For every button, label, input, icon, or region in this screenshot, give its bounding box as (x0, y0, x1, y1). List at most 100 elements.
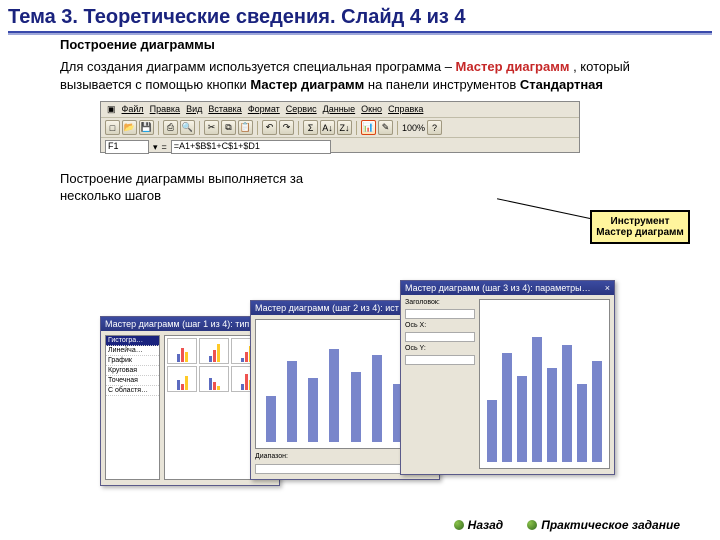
bold-term: Мастер диаграмм (250, 77, 364, 92)
separator (298, 121, 299, 135)
toolbar-screenshot: ▣ Файл Правка Вид Вставка Формат Сервис … (100, 101, 580, 153)
separator (257, 121, 258, 135)
chart-subtype-thumb[interactable] (199, 338, 229, 364)
slide-title: Тема 3. Теоретические сведения. Слайд 4 … (0, 0, 720, 31)
chart-type-list[interactable]: Гистогра… Линейча… График Круговая Точеч… (105, 335, 160, 480)
close-icon[interactable]: × (605, 283, 610, 293)
open-icon[interactable]: 📂 (122, 120, 137, 135)
formula-bar: F1 ▾ = =A1+$B$1+C$1+$D1 (101, 138, 579, 156)
preview-bar (577, 384, 587, 462)
preview-bar (487, 400, 497, 462)
nav-back-label: Назад (468, 518, 504, 532)
bullet-icon (454, 520, 464, 530)
preview-bar (287, 361, 297, 442)
para-text: на панели инструментов (368, 77, 520, 92)
chart-subtype-thumb[interactable] (199, 366, 229, 392)
opt-label: Ось Y: (405, 345, 475, 352)
preview-bar (592, 361, 602, 462)
separator (356, 121, 357, 135)
formula-input[interactable]: =A1+$B$1+C$1+$D1 (171, 140, 331, 154)
chart-subtype-thumb[interactable] (167, 366, 197, 392)
cut-icon[interactable]: ✂ (204, 120, 219, 135)
wizard-step3-window: Мастер диаграмм (шаг 3 из 4): параметры…… (400, 280, 615, 475)
fx-icon[interactable]: = (162, 142, 167, 152)
preview-bar (308, 378, 318, 442)
menu-item[interactable]: Данные (323, 104, 356, 115)
preview-bar (532, 337, 542, 462)
menu-item[interactable]: Сервис (286, 104, 317, 115)
menu-item[interactable]: Вставка (208, 104, 241, 115)
list-item[interactable]: Точечная (106, 376, 159, 386)
highlight-term: Мастер диаграмм (456, 59, 570, 74)
para-text: Для создания диаграмм используется специ… (60, 59, 456, 74)
bottom-nav: Назад Практическое задание (454, 518, 680, 532)
menu-item[interactable]: Правка (150, 104, 180, 115)
chart-wizard-icon[interactable]: 📊 (361, 120, 376, 135)
body-paragraph: Для создания диаграмм используется специ… (60, 58, 660, 93)
doc-icon: ▣ (107, 104, 116, 115)
menu-item[interactable]: Справка (388, 104, 423, 115)
nav-task-button[interactable]: Практическое задание (527, 519, 680, 532)
redo-icon[interactable]: ↷ (279, 120, 294, 135)
nav-task-label: Практическое задание (541, 519, 680, 532)
sort-asc-icon[interactable]: A↓ (320, 120, 335, 135)
wizard-title-text: Мастер диаграмм (шаг 3 из 4): параметры… (405, 283, 591, 293)
menu-item[interactable]: Файл (122, 104, 144, 115)
bullet-icon (527, 520, 537, 530)
chart-subtype-thumb[interactable] (167, 338, 197, 364)
drawing-icon[interactable]: ✎ (378, 120, 393, 135)
list-item[interactable]: Круговая (106, 366, 159, 376)
bold-term: Стандартная (520, 77, 603, 92)
wizard-titlebar: Мастер диаграмм (шаг 3 из 4): параметры…… (401, 281, 614, 295)
callout-box: Инструмент Мастер диаграмм (590, 210, 690, 244)
preview-icon[interactable]: 🔍 (180, 120, 195, 135)
opt-label: Заголовок: (405, 299, 475, 306)
subtext: Построение диаграммы выполняется за неск… (60, 171, 340, 205)
opt-label: Ось X: (405, 322, 475, 329)
help-icon[interactable]: ? (427, 120, 442, 135)
print-icon[interactable]: ⎙ (163, 120, 178, 135)
section-heading: Построение диаграммы (60, 37, 660, 52)
new-icon[interactable]: □ (105, 120, 120, 135)
menu-item[interactable]: Формат (248, 104, 280, 115)
undo-icon[interactable]: ↶ (262, 120, 277, 135)
dropdown-icon[interactable]: ▾ (153, 142, 158, 153)
title-underline (8, 31, 712, 33)
menu-item[interactable]: Вид (186, 104, 202, 115)
chart-preview (479, 299, 610, 469)
preview-bar (517, 376, 527, 462)
preview-bar (502, 353, 512, 462)
preview-bar (562, 345, 572, 462)
zoom-value[interactable]: 100% (402, 123, 425, 133)
copy-icon[interactable]: ⧉ (221, 120, 236, 135)
menu-bar: ▣ Файл Правка Вид Вставка Формат Сервис … (101, 102, 579, 118)
wizard-title-text: Мастер диаграмм (шаг 1 из 4): тип… (105, 319, 258, 329)
menu-item[interactable]: Окно (361, 104, 382, 115)
paste-icon[interactable]: 📋 (238, 120, 253, 135)
separator (158, 121, 159, 135)
preview-bar (266, 396, 276, 442)
preview-bar (351, 372, 361, 442)
sum-icon[interactable]: Σ (303, 120, 318, 135)
standard-toolbar: □ 📂 💾 ⎙ 🔍 ✂ ⧉ 📋 ↶ ↷ Σ A↓ Z↓ 📊 ✎ 100% ? (101, 118, 579, 138)
axis-y-input[interactable] (405, 355, 475, 365)
save-icon[interactable]: 💾 (139, 120, 154, 135)
list-item[interactable]: График (106, 356, 159, 366)
options-panel: Заголовок: Ось X: Ось Y: (405, 299, 475, 469)
sort-desc-icon[interactable]: Z↓ (337, 120, 352, 135)
list-item[interactable]: Линейча… (106, 346, 159, 356)
wizard-cascade: Мастер диаграмм (шаг 1 из 4): тип… × Гис… (100, 300, 640, 500)
axis-x-input[interactable] (405, 332, 475, 342)
preview-bar (547, 368, 557, 462)
callout-connector (497, 198, 590, 219)
title-input[interactable] (405, 309, 475, 319)
name-box[interactable]: F1 (105, 140, 149, 154)
separator (397, 121, 398, 135)
separator (199, 121, 200, 135)
preview-bar (372, 355, 382, 442)
list-item[interactable]: Гистогра… (106, 336, 159, 346)
wizard-title-text: Мастер диаграмм (шаг 2 из 4): ист… (255, 303, 408, 313)
list-item[interactable]: С областя… (106, 386, 159, 396)
nav-back-button[interactable]: Назад (454, 518, 504, 532)
preview-bar (329, 349, 339, 442)
